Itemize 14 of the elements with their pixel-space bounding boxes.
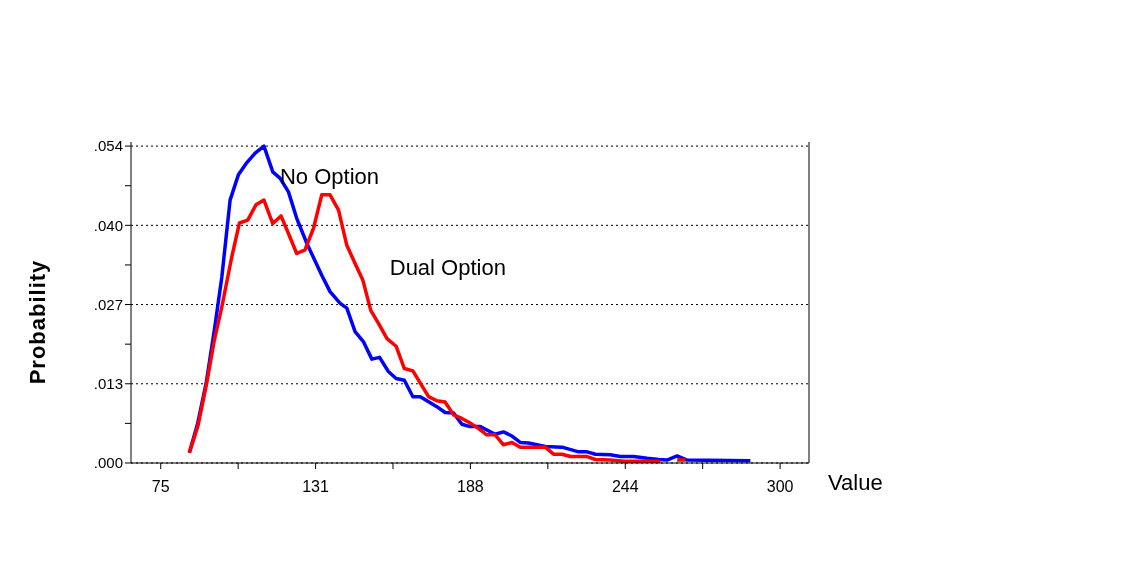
y-tick-label: .054 <box>93 137 123 155</box>
y-tick-label: .013 <box>93 375 123 393</box>
x-axis-title: Value <box>828 470 883 496</box>
x-tick-label: 300 <box>766 478 794 496</box>
x-tick-label: 131 <box>302 478 330 496</box>
y-axis-title: Probability <box>25 259 51 385</box>
x-tick-label: 188 <box>457 478 484 496</box>
x-tick-label: 244 <box>611 478 639 496</box>
y-tick-label: .027 <box>93 295 123 313</box>
y-tick-label: .000 <box>93 454 123 472</box>
x-tick-label: 75 <box>151 478 170 496</box>
series-label: No Option <box>279 164 380 190</box>
series-label: Dual Option <box>389 254 506 280</box>
y-tick-label: .040 <box>93 216 123 234</box>
